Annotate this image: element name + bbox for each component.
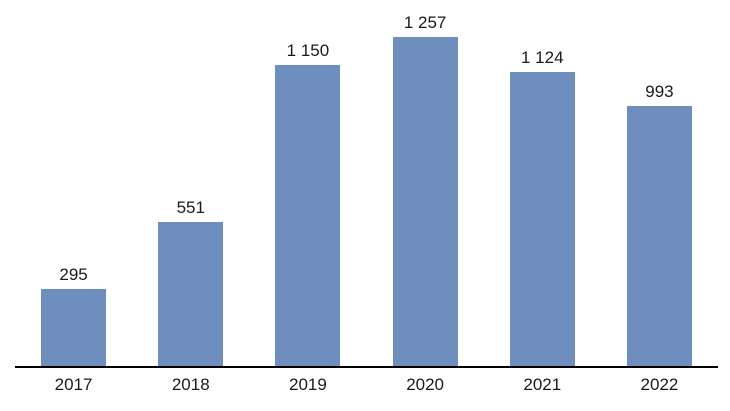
plot-area: 295 551 1 150 1 257 1 124 993 <box>15 0 718 368</box>
bar-group: 1 124 <box>484 0 601 366</box>
x-axis-label: 2022 <box>640 375 679 394</box>
bar-group: 1 150 <box>249 0 366 366</box>
bar-group: 1 257 <box>367 0 484 366</box>
x-axis-label: 2018 <box>171 375 210 394</box>
bar-value-label: 1 257 <box>403 13 447 33</box>
bar-value-label: 1 150 <box>286 41 330 61</box>
bar <box>509 72 575 366</box>
bar-value-label: 1 124 <box>521 48 564 68</box>
bar-value-label: 551 <box>176 197 205 217</box>
x-axis-label: 2020 <box>406 375 445 394</box>
bar <box>392 37 458 366</box>
bar-group: 993 <box>601 0 718 366</box>
bar <box>275 65 341 366</box>
bars-row: 295 551 1 150 1 257 1 124 993 <box>15 0 718 366</box>
x-axis-label: 2019 <box>289 375 327 394</box>
bar-group: 551 <box>132 0 249 366</box>
bar-group: 295 <box>15 0 132 366</box>
bar <box>626 106 692 366</box>
bar-value-label: 993 <box>645 82 674 102</box>
x-axis-label: 2021 <box>523 375 562 394</box>
bar <box>41 288 107 366</box>
x-axis-label: 2017 <box>54 375 93 394</box>
bar-value-label: 295 <box>59 264 88 284</box>
x-axis: 2017 2018 2019 2020 2021 2022 <box>15 368 718 393</box>
bar <box>158 221 224 366</box>
